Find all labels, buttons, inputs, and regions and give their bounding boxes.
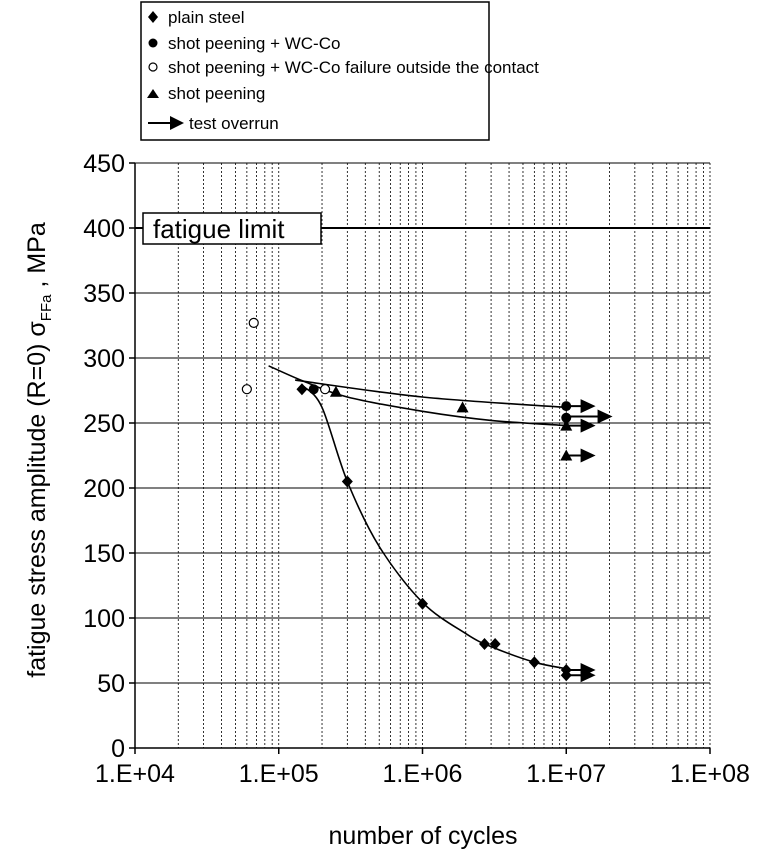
overrun-arrow-head (597, 409, 613, 424)
y-axis-title-unit: , MPa (23, 222, 51, 294)
legend: plain steel shot peening + WC-Co shot pe… (140, 1, 539, 141)
overrun-arrows (566, 399, 613, 683)
legend-box (140, 1, 490, 141)
legend-label-failure-outside-contact: shot peening + WC-Co failure outside the… (168, 58, 539, 77)
data-points (241, 317, 573, 682)
overrun-arrow-head (580, 399, 596, 414)
shot-peening-point (456, 401, 469, 413)
y-tick-label: 350 (83, 280, 125, 308)
overrun-arrow-head (580, 448, 596, 463)
legend-label-shot-peening-wc-co: shot peening + WC-Co (168, 34, 340, 53)
shot-peening-point (560, 419, 573, 431)
legend-item-failure-outside-contact: shot peening + WC-Co failure outside the… (148, 58, 539, 77)
x-axis-title: number of cycles (329, 822, 518, 850)
y-tick-label: 450 (83, 150, 125, 178)
y-tick-label: 200 (83, 475, 125, 503)
legend-label-shot-peening: shot peening (168, 84, 265, 103)
fatigue-limit-annotation: fatigue limit (142, 212, 322, 245)
y-tick-label: 400 (83, 215, 125, 243)
shot-peening-wc-co-point (561, 412, 572, 423)
plain-steel-point (417, 597, 428, 610)
y-tick-label: 250 (83, 410, 125, 438)
filled-circle-marker-icon (148, 38, 158, 48)
plain-steel-point (528, 656, 540, 669)
failure-outside-contact-point (241, 384, 252, 395)
y-tick-label: 0 (111, 735, 125, 763)
legend-item-plain-steel: plain steel (148, 8, 245, 27)
plain-steel-point (489, 638, 501, 650)
x-tick-label: 1.E+08 (670, 760, 750, 788)
failure-outside-contact-point (319, 384, 331, 395)
grid (135, 162, 711, 749)
overrun-arrow-head (580, 668, 596, 683)
x-tick-label: 1.E+06 (383, 760, 463, 788)
shot-peening-point (329, 385, 342, 397)
triangle-marker-icon (147, 89, 159, 98)
plain-steel-point (479, 638, 491, 650)
y-tick-label: 50 (97, 670, 125, 698)
x-tick-label: 1.E+05 (239, 760, 319, 788)
y-tick-label: 100 (83, 605, 125, 633)
legend-item-shot-peening: shot peening (147, 84, 265, 103)
legend-item-shot-peening-wc-co: shot peening + WC-Co (148, 34, 340, 53)
y-axis-title-main: fatigue stress amplitude (R=0) σ (23, 321, 51, 678)
open-circle-marker-icon (148, 62, 158, 72)
y-tick-label: 300 (83, 345, 125, 373)
overrun-arrow-head (580, 418, 596, 433)
shot-peening-point (560, 449, 573, 461)
shot-peening-wc-co-point (308, 384, 319, 395)
legend-item-test-overrun: test overrun (148, 114, 279, 133)
y-axis-title-sub: FFa (38, 294, 55, 321)
x-tick-label: 1.E+07 (526, 760, 606, 788)
plain-steel-point (341, 475, 353, 488)
plain-steel-point (560, 669, 572, 682)
arrow-head-icon (170, 116, 184, 130)
shot-peening-wc-co-point (561, 401, 572, 412)
axes: 0 50 100 150 200 250 300 350 400 450 1.E+04 1.E+05 1… (83, 150, 750, 788)
legend-label-test-overrun: test overrun (189, 114, 279, 133)
trend-line (303, 386, 567, 670)
fatigue-limit-label-box (142, 212, 322, 245)
failure-outside-contact-point (248, 317, 259, 328)
fatigue-limit-label: fatigue limit (153, 214, 285, 244)
y-tick-label: 150 (83, 540, 125, 568)
legend-label-plain-steel: plain steel (168, 8, 245, 27)
diamond-marker-icon (148, 11, 158, 23)
y-axis-title: fatigue stress amplitude (R=0) σFFa , MP… (23, 222, 55, 678)
plain-steel-point (296, 383, 308, 396)
x-tick-label: 1.E+04 (95, 760, 175, 788)
